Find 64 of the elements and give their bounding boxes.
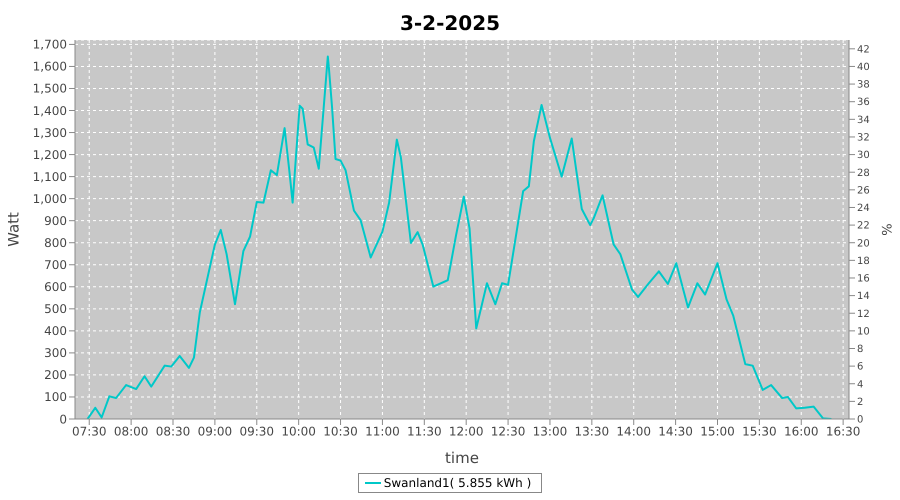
x-tick-label: 13:30	[574, 424, 610, 439]
y2-tick-label: 0	[857, 414, 864, 426]
y2-tick-label: 14	[857, 291, 870, 302]
y-tick-label: 1,500	[32, 82, 67, 96]
x-tick-label: 12:00	[448, 424, 484, 439]
x-tick-label: 09:30	[239, 424, 274, 439]
y2-tick-label: 40	[857, 62, 870, 73]
y2-tick-label: 42	[857, 44, 870, 56]
chart-title: 3-2-2025	[398, 10, 502, 37]
y2-tick-label: 22	[857, 220, 870, 232]
y2-tick-label: 20	[857, 238, 870, 250]
x-tick-label: 15:30	[742, 424, 777, 439]
y-tick-label: 1,000	[32, 192, 67, 206]
y-tick-label: 100	[44, 390, 67, 404]
x-axis-title: time	[445, 449, 479, 467]
y2-tick-label: 32	[857, 132, 870, 144]
y-tick-label: 400	[44, 324, 67, 338]
y-tick-label: 1,600	[32, 60, 67, 74]
x-tick-label: 13:00	[532, 424, 568, 439]
x-tick-label: 10:30	[323, 424, 358, 439]
line-series	[86, 56, 832, 419]
x-tick-label: 09:00	[198, 424, 232, 439]
y2-tick-label: 18	[857, 256, 870, 267]
y2-tick-label: 28	[857, 168, 870, 179]
x-tick-label: 08:00	[114, 424, 148, 439]
y2-tick-label: 2	[857, 396, 864, 408]
y2-tick-label: 10	[857, 326, 870, 338]
x-tick-label: 14:00	[616, 424, 652, 439]
y-tick-label: 1,300	[32, 126, 67, 140]
x-tick-label: 10:00	[281, 424, 316, 439]
y2-tick-label: 12	[857, 308, 870, 320]
y-tick-label: 1,200	[32, 148, 67, 162]
y2-axis-title: %	[880, 223, 896, 236]
y-tick-label: 700	[44, 258, 67, 272]
x-tick-label: 11:00	[365, 424, 400, 439]
y-tick-label: 200	[44, 368, 67, 382]
y2-tick-label: 30	[857, 150, 870, 162]
x-tick-label: 15:00	[700, 424, 735, 439]
legend-label: Swanland1( 5.855 kWh )	[384, 476, 532, 490]
y2-tick-label: 38	[857, 80, 870, 91]
y-tick-label: 0	[59, 412, 67, 426]
y2-tick-label: 34	[857, 114, 870, 126]
y2-tick-label: 24	[857, 203, 870, 214]
y2-tick-label: 16	[857, 274, 870, 285]
x-tick-label: 07:30	[72, 424, 107, 439]
y2-tick-label: 26	[857, 185, 870, 196]
x-tick-label: 16:00	[784, 424, 819, 439]
y2-tick-label: 36	[857, 97, 870, 108]
x-tick-label: 14:30	[658, 424, 693, 439]
y2-tick-label: 6	[857, 362, 864, 373]
y-tick-label: 1,100	[32, 170, 67, 184]
y-tick-label: 900	[44, 214, 67, 228]
y-tick-label: 1,400	[32, 104, 67, 118]
y2-tick-label: 4	[857, 379, 864, 390]
x-tick-label: 12:30	[490, 424, 526, 439]
y-tick-label: 300	[44, 346, 67, 360]
y2-tick-label: 8	[857, 344, 864, 356]
y-tick-label: 600	[44, 280, 67, 294]
y-tick-label: 1,700	[32, 38, 67, 52]
y-tick-label: 500	[44, 302, 67, 316]
x-tick-label: 08:30	[156, 424, 190, 439]
x-tick-label: 11:30	[407, 424, 442, 439]
x-tick-label: 16:30	[826, 424, 860, 439]
y-tick-label: 800	[44, 236, 67, 250]
